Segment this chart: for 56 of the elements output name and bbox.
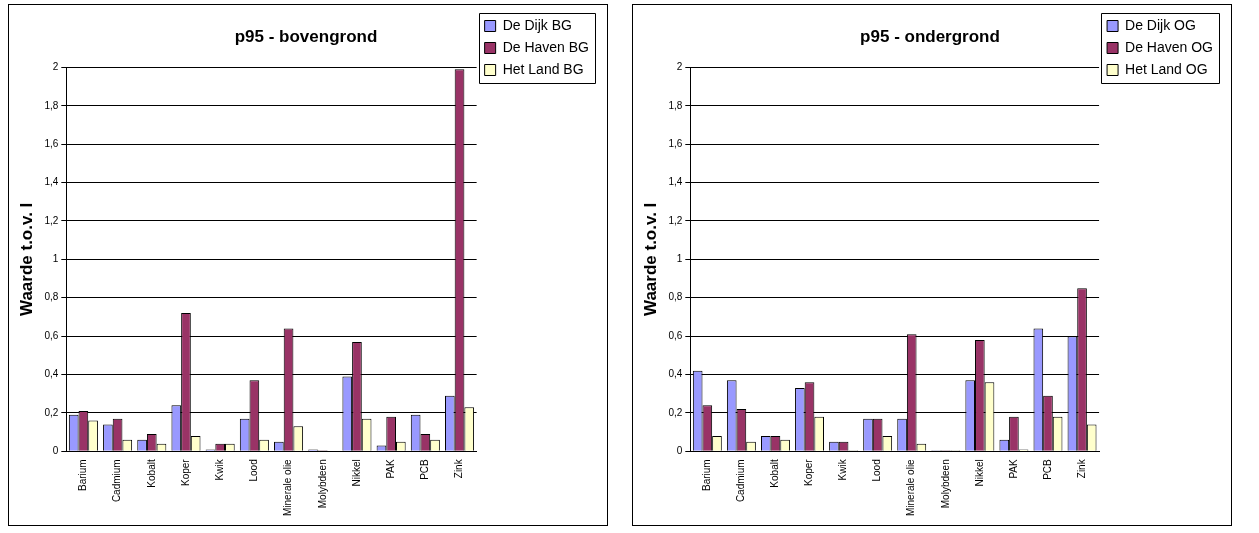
chart-title: p95 - bovengrond [234,26,378,46]
y-tick-label: 0,6 [44,329,59,341]
y-tick-label: 0 [676,445,683,457]
x-tick-label: Kobalt [145,459,157,488]
x-tick-label: Minerale olie [282,458,294,517]
y-tick-label: 1,4 [44,176,59,188]
y-tick-label: 0,6 [668,329,683,341]
x-tick-label: Cadmium [111,459,123,503]
y-tick-label: 2 [676,61,683,73]
y-tick-label: 0,2 [44,406,59,418]
y-tick-label: 2 [52,61,59,73]
y-tick-label: 1,2 [44,214,59,226]
x-tick-label: Koper [803,458,815,486]
x-tick-label: Molybdeen [939,459,951,509]
y-tick-label: 0,8 [668,291,683,303]
x-tick-label: Nikkel [973,459,985,487]
x-tick-label: Lood [248,459,260,482]
x-tick-label: Zink [1075,458,1087,479]
x-tick-label: Kobalt [769,459,781,488]
x-tick-label: Barium [701,459,713,491]
legend-label: De Haven OG [1125,38,1214,55]
x-tick-label: Kwik [837,458,849,481]
x-tick-label: PCB [1041,458,1053,480]
y-tick-label: 0,4 [668,368,683,380]
legend-label: Het Land BG [502,60,584,77]
legend-label: Het Land OG [1125,60,1208,77]
y-tick-label: 1,6 [44,137,59,149]
y-tick-label: 0,2 [668,406,683,418]
x-tick-label: Nikkel [350,459,362,487]
x-tick-label: Zink [453,458,465,479]
x-tick-label: Cadmium [735,459,747,503]
x-tick-label: PAK [384,458,396,479]
y-axis-title: Waarde t.o.v. I [640,202,660,317]
legend-label: De Haven BG [502,38,589,55]
x-tick-label: PCB [419,458,431,480]
y-tick-label: 1,2 [668,214,683,226]
y-tick-label: 1,8 [668,99,683,111]
y-tick-label: 0 [52,445,59,457]
x-tick-label: Kwik [213,458,225,481]
x-tick-label: Minerale olie [905,458,917,517]
y-tick-label: 1,4 [668,176,683,188]
x-tick-label: Barium [77,459,89,491]
x-tick-label: Koper [179,458,191,486]
y-tick-label: 0,8 [44,291,59,303]
y-tick-label: 0,4 [44,368,59,380]
y-axis-title: Waarde t.o.v. I [16,202,36,317]
chart-title: p95 - ondergrond [860,26,1000,46]
legend-label: De Dijk OG [1125,16,1196,33]
y-tick-label: 1,6 [668,137,683,149]
x-tick-label: Lood [871,459,883,482]
y-tick-label: 1,8 [44,99,59,111]
y-tick-label: 1 [676,253,683,265]
y-tick-label: 1 [52,253,59,265]
legend-label: De Dijk BG [502,16,572,33]
x-tick-label: PAK [1007,458,1019,479]
x-tick-label: Molybdeen [316,459,328,509]
